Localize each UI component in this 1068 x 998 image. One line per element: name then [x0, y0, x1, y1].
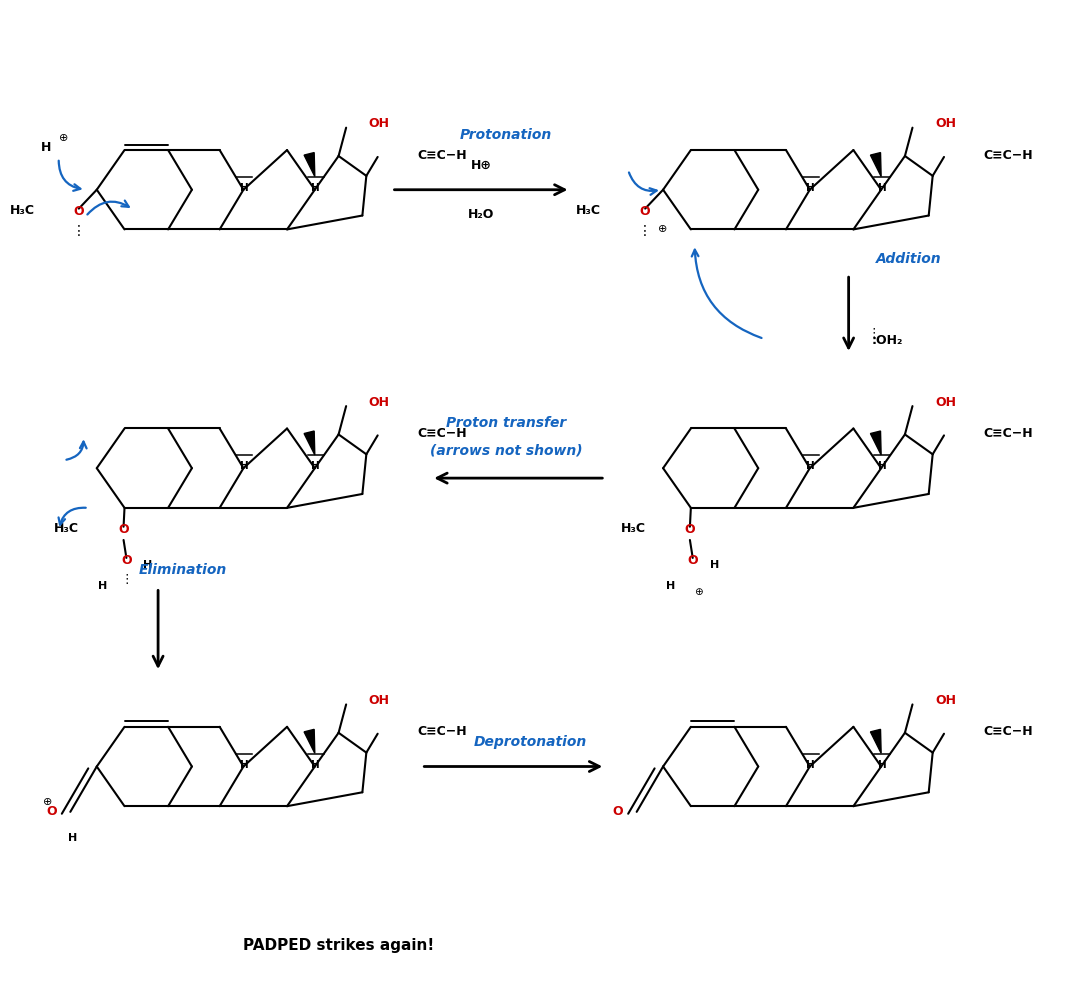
Text: Elimination: Elimination: [138, 563, 226, 577]
Polygon shape: [870, 431, 881, 455]
Text: H₂O: H₂O: [468, 209, 494, 222]
Text: ⋮: ⋮: [639, 225, 653, 239]
Text: C≡C−H: C≡C−H: [418, 149, 467, 162]
Text: H: H: [312, 461, 320, 471]
Text: H: H: [240, 183, 249, 193]
Text: ⋮: ⋮: [867, 326, 879, 340]
Text: H: H: [312, 759, 320, 769]
Text: OH: OH: [936, 695, 956, 708]
Text: OH: OH: [368, 396, 390, 409]
Text: H: H: [240, 759, 249, 769]
Text: O: O: [612, 805, 623, 818]
Text: OH: OH: [936, 396, 956, 409]
Text: H⊕: H⊕: [471, 159, 491, 172]
Text: O: O: [74, 205, 84, 218]
Text: C≡C−H: C≡C−H: [984, 726, 1033, 739]
Text: Proton transfer: Proton transfer: [445, 416, 566, 430]
Text: O: O: [121, 554, 131, 567]
Text: Addition: Addition: [876, 252, 941, 266]
Text: O: O: [685, 523, 695, 536]
Text: H: H: [806, 461, 815, 471]
Text: C≡C−H: C≡C−H: [984, 427, 1033, 440]
Text: (arrows not shown): (arrows not shown): [429, 443, 582, 457]
Text: O: O: [119, 523, 129, 536]
Text: O: O: [46, 805, 57, 818]
Text: H: H: [67, 833, 77, 843]
Text: H: H: [806, 183, 815, 193]
Text: H: H: [312, 183, 320, 193]
Text: OH: OH: [368, 695, 390, 708]
Text: ⊕: ⊕: [59, 133, 68, 143]
Text: ⊕: ⊕: [694, 587, 703, 597]
Polygon shape: [870, 153, 881, 177]
Text: H₃C: H₃C: [576, 204, 601, 217]
Text: ⊕: ⊕: [658, 225, 668, 235]
Text: OH: OH: [368, 118, 390, 131]
Text: H: H: [143, 561, 153, 571]
Polygon shape: [304, 730, 315, 753]
Text: H: H: [666, 581, 676, 591]
Text: C≡C−H: C≡C−H: [418, 726, 467, 739]
Text: ⋮: ⋮: [120, 573, 132, 586]
Polygon shape: [304, 431, 315, 455]
Text: ⊕: ⊕: [43, 797, 52, 807]
Text: PADPED strikes again!: PADPED strikes again!: [242, 938, 434, 953]
Text: H₃C: H₃C: [621, 522, 645, 535]
Text: H: H: [710, 561, 719, 571]
Text: :OH₂: :OH₂: [871, 334, 904, 347]
Text: H: H: [41, 142, 51, 155]
Text: H₃C: H₃C: [10, 204, 34, 217]
Polygon shape: [304, 153, 315, 177]
Text: Deprotonation: Deprotonation: [474, 735, 587, 748]
Text: ⋮: ⋮: [72, 225, 85, 239]
Polygon shape: [870, 730, 881, 753]
Text: H: H: [878, 461, 886, 471]
Text: H: H: [98, 581, 108, 591]
Text: O: O: [688, 554, 698, 567]
Text: H: H: [878, 183, 886, 193]
Text: C≡C−H: C≡C−H: [984, 149, 1033, 162]
Text: O: O: [640, 205, 650, 218]
Text: H: H: [240, 461, 249, 471]
Text: H: H: [878, 759, 886, 769]
Text: OH: OH: [936, 118, 956, 131]
Text: H: H: [806, 759, 815, 769]
Text: H₃C: H₃C: [54, 522, 79, 535]
Text: C≡C−H: C≡C−H: [418, 427, 467, 440]
Text: Protonation: Protonation: [459, 128, 552, 142]
